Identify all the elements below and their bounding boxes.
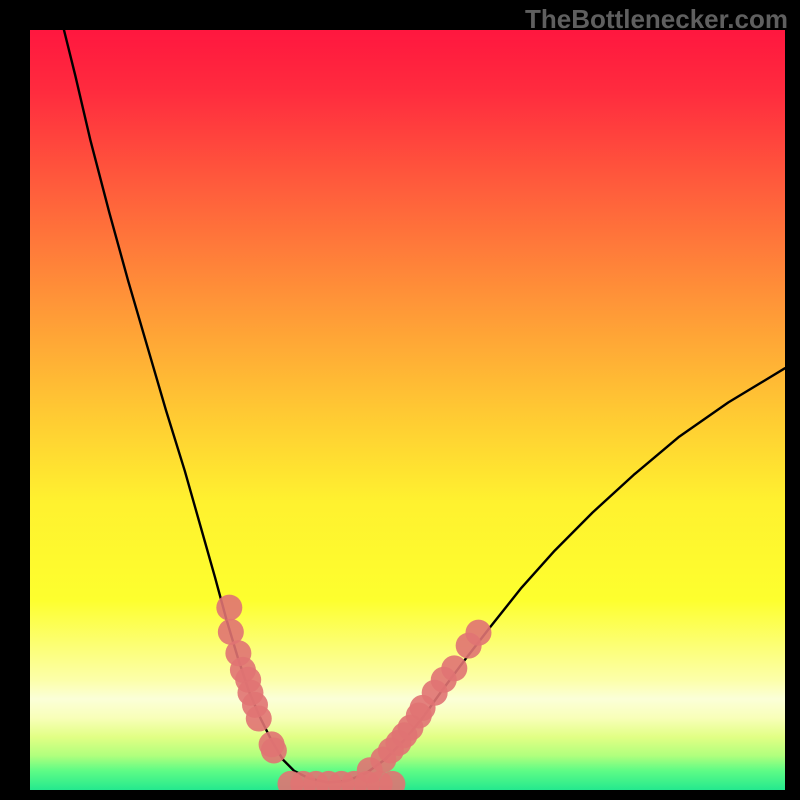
marker-dot xyxy=(216,595,242,621)
marker-dot xyxy=(261,737,287,763)
marker-dot xyxy=(465,620,491,646)
marker-dot xyxy=(246,706,272,732)
plot-svg xyxy=(30,30,785,790)
watermark-label: TheBottlenecker.com xyxy=(525,4,788,35)
gradient-background xyxy=(30,30,785,790)
marker-dot xyxy=(441,655,467,681)
plot-area xyxy=(30,30,785,790)
chart-frame xyxy=(0,0,800,800)
